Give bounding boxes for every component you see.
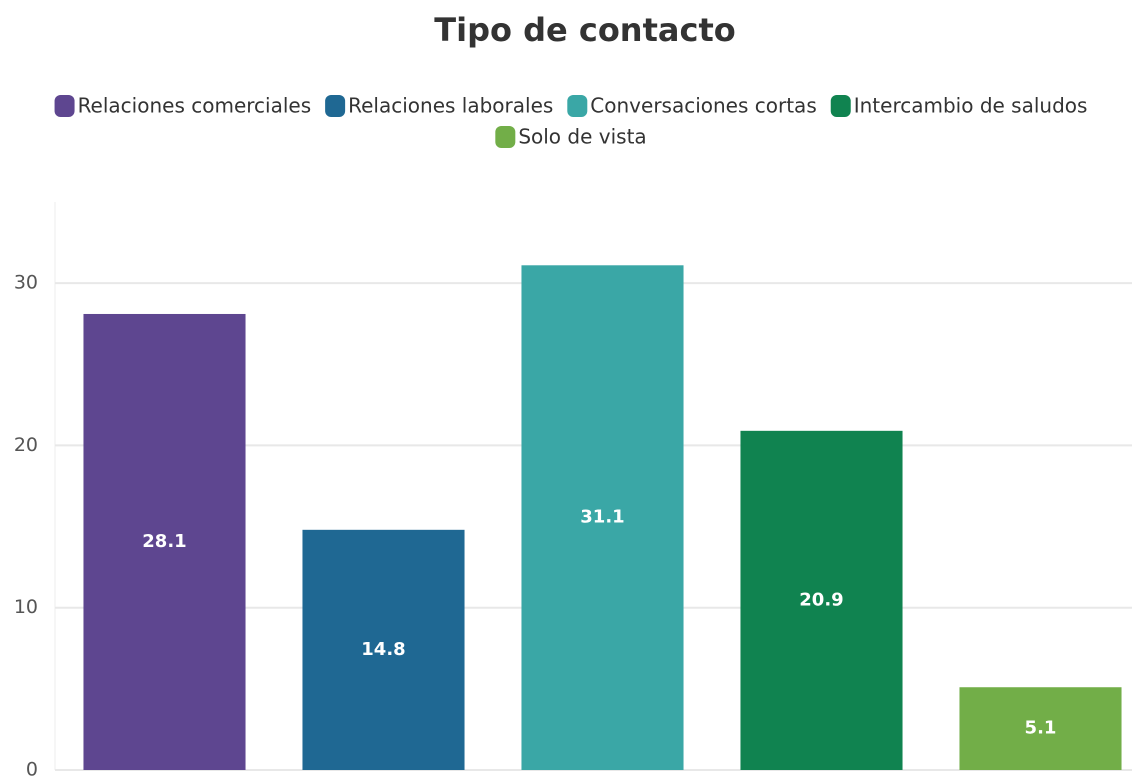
legend-swatch <box>830 95 851 117</box>
legend-item: Relaciones laborales <box>325 94 553 118</box>
legend-label: Relaciones laborales <box>348 94 553 118</box>
legend-swatch <box>325 95 346 117</box>
legend-item: Intercambio de saludos <box>830 94 1088 118</box>
bar <box>740 430 903 770</box>
legend-label: Intercambio de saludos <box>854 94 1088 118</box>
bar <box>521 265 684 770</box>
y-tick-label: 30 <box>14 272 38 294</box>
legend-swatch <box>495 126 516 148</box>
value-label: 5.1 <box>1025 718 1057 739</box>
legend-swatch <box>567 95 588 117</box>
legend-label: Relaciones comerciales <box>78 94 312 118</box>
y-tick-label: 20 <box>14 434 38 456</box>
chart-title: Tipo de contacto <box>434 11 735 49</box>
bar <box>959 687 1122 770</box>
legend-item: Conversaciones cortas <box>567 94 817 118</box>
bar <box>83 313 246 770</box>
legend-label: Solo de vista <box>518 125 646 149</box>
legend-swatch <box>54 95 75 117</box>
legend-label: Conversaciones cortas <box>590 94 816 118</box>
value-label: 28.1 <box>142 531 186 552</box>
bar <box>302 529 465 770</box>
value-label: 14.8 <box>361 639 405 660</box>
legend-item: Solo de vista <box>495 125 647 149</box>
value-label: 20.9 <box>799 589 843 610</box>
y-tick-label: 0 <box>26 759 38 776</box>
y-tick-label: 10 <box>14 596 38 618</box>
value-label: 31.1 <box>580 507 624 528</box>
legend-item: Relaciones comerciales <box>54 94 312 118</box>
